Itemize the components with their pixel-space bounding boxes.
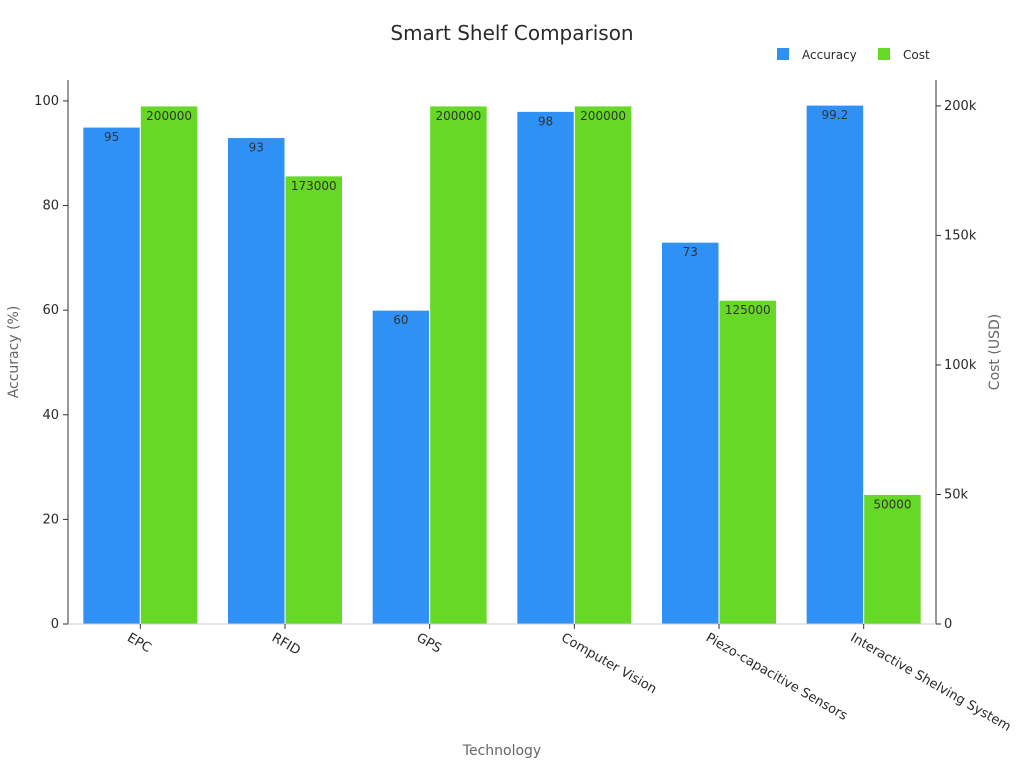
data-label-accuracy-rfid: 93 [249,141,264,155]
bar-cost-rfid [284,175,343,625]
data-label-cost-computer-vision: 200000 [580,109,626,123]
bars [82,104,922,625]
bar-cost-epc [139,105,199,625]
bar-accuracy-interactive-shelving-system [805,104,865,625]
data-label-cost-epc: 200000 [146,109,192,123]
data-label-accuracy-piezo-capacitive-sensors: 73 [683,245,698,259]
y-right-tick-label-50000: 50k [944,487,969,502]
y-left-tick-label-40: 40 [42,408,59,423]
y-right-tick-label-100000: 100k [944,358,977,373]
x-tick-label-interactive-shelving-system: Interactive Shelving System [848,630,1014,734]
x-axis: EPC RFID GPS Computer Vision Piezo-capacitiv… [124,624,1013,735]
x-tick-label-epc: EPC [124,630,153,656]
data-label-cost-gps: 200000 [436,109,482,123]
x-axis-title: Technology [462,743,541,759]
chart-title: Smart Shelf Comparison [390,21,633,45]
data-label-accuracy-gps: 60 [393,313,408,327]
x-tick-label-computer-vision: Computer Vision [558,630,659,697]
y-left-tick-label-20: 20 [42,512,59,527]
x-tick-label-gps: GPS [414,630,444,656]
legend-swatch-cost [878,48,890,60]
y-axis-right: 0 50k 100k 150k 200k [936,99,977,632]
y-left-tick-label-0: 0 [51,617,59,632]
bar-accuracy-epc [82,126,141,625]
bar-cost-computer-vision [573,105,633,625]
y-left-tick-label-100: 100 [34,94,59,109]
bar-cost-interactive-shelving-system [863,493,922,625]
y-left-tick-label-60: 60 [42,303,59,318]
legend-label-accuracy: Accuracy [802,48,857,62]
y-right-tick-label-150000: 150k [944,228,977,243]
y-left-tick-label-80: 80 [42,199,59,214]
bar-cost-piezo-capacitive-sensors [718,299,777,625]
legend-label-cost: Cost [903,48,930,62]
data-label-cost-interactive-shelving-system: 50000 [873,497,911,511]
legend-swatch-accuracy [777,48,789,60]
bar-accuracy-piezo-capacitive-sensors [661,241,720,625]
y-right-tick-label-0: 0 [944,617,952,632]
y-axis-left-title: Accuracy (%) [6,306,22,399]
y-axis-left: 0 20 40 60 80 100 [34,94,68,632]
bar-accuracy-gps [371,309,431,625]
data-label-cost-rfid: 173000 [291,179,337,193]
legend: Accuracy Cost [777,48,930,62]
y-axis-right-title: Cost (USD) [987,314,1003,390]
bar-cost-gps [429,105,488,625]
data-label-accuracy-computer-vision: 98 [538,114,553,128]
y-right-tick-label-200000: 200k [944,99,977,114]
bar-accuracy-rfid [227,137,286,625]
bar-accuracy-computer-vision [516,110,575,625]
x-tick-label-rfid: RFID [269,630,303,658]
data-label-accuracy-epc: 95 [104,130,119,144]
data-label-cost-piezo-capacitive-sensors: 125000 [725,303,771,317]
x-tick-label-piezo-capacitive-sensors: Piezo-capacitive Sensors [703,630,850,724]
data-label-accuracy-interactive-shelving-system: 99.2 [822,108,849,122]
bar-labels: 95 200000 93 173000 60 200000 98 200000 73 125000… [104,108,912,511]
